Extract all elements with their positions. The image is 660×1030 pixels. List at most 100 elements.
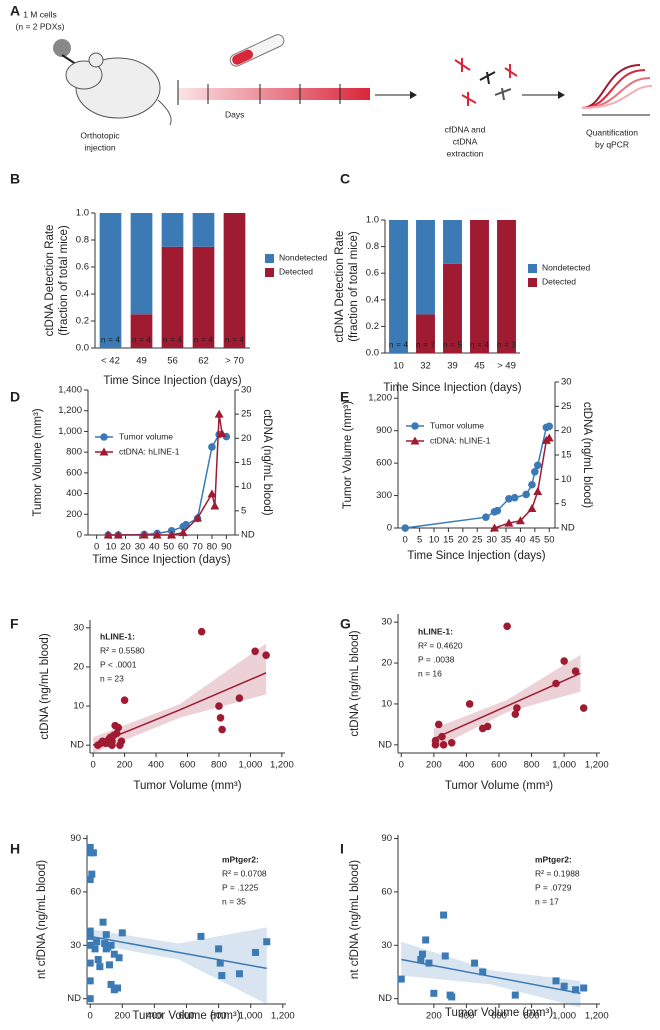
y-tick-label: 1,400 xyxy=(58,385,82,396)
point xyxy=(528,480,536,489)
x-tick-label: 50 xyxy=(544,535,555,546)
point xyxy=(252,948,260,956)
confidence-band xyxy=(93,643,267,753)
bar-label: n = 4 xyxy=(470,339,489,349)
y2-tick-label: 5 xyxy=(561,498,566,509)
x-tick-label: 400 xyxy=(148,760,164,771)
point xyxy=(117,737,126,746)
y-axis-title: (fraction of total mice) xyxy=(348,231,360,342)
point xyxy=(113,530,123,539)
x-tick-label: 0 xyxy=(90,760,95,771)
point xyxy=(465,700,474,708)
point xyxy=(96,963,104,971)
x-axis-title: Tumor Volume (mm³) xyxy=(445,780,553,792)
point xyxy=(86,941,94,949)
x-tick-label: 10 xyxy=(106,542,117,553)
x-tick-label: 20 xyxy=(458,535,469,546)
point xyxy=(113,984,121,992)
y-tick-label: 0.6 xyxy=(76,262,89,273)
y-tick-label: 0.2 xyxy=(76,316,89,327)
fit-line xyxy=(92,672,267,746)
point xyxy=(210,501,220,510)
bar xyxy=(99,213,122,348)
cells xyxy=(53,39,71,57)
y-tick-label: 0.8 xyxy=(366,241,379,252)
y2-tick-label: 20 xyxy=(241,433,252,444)
x-tick-label: 0 xyxy=(399,760,404,771)
label: Quantification xyxy=(586,127,638,137)
x-tick-label: 200 xyxy=(426,1011,442,1022)
annotation: P < .0001 xyxy=(100,659,137,669)
y-tick-label: 0.6 xyxy=(366,268,379,279)
annotation: hLINE-1: xyxy=(418,626,453,636)
timeline xyxy=(178,88,370,100)
point xyxy=(107,941,115,949)
point xyxy=(101,940,109,948)
point xyxy=(86,995,94,1003)
point xyxy=(118,929,126,937)
x-tick-label: 60 xyxy=(178,542,189,553)
bar-label: n = 4 xyxy=(225,334,244,344)
x-tick-label: 35 xyxy=(501,535,512,546)
x-tick-label: 800 xyxy=(524,1011,540,1022)
point xyxy=(439,741,448,749)
y-tick-label: 30 xyxy=(73,622,84,633)
label: (n = 2 PDXs) xyxy=(16,21,65,31)
bar-label: n = 4 xyxy=(132,334,151,344)
point xyxy=(430,989,438,997)
point xyxy=(579,704,588,712)
y-tick-label: 90 xyxy=(70,833,81,844)
x-axis-title: Time Since Injection (days) xyxy=(383,382,521,394)
y-tick-label: 10 xyxy=(381,698,392,709)
label: ctDNA xyxy=(453,136,478,146)
point xyxy=(263,938,271,946)
label: cfDNA and xyxy=(445,124,486,134)
arrowhead xyxy=(558,91,565,99)
y-tick-label: 0.4 xyxy=(366,294,379,305)
label: extraction xyxy=(447,148,484,158)
legend-marker xyxy=(99,447,109,456)
x-tick-label: 45 xyxy=(530,535,541,546)
tube xyxy=(229,34,285,67)
panel-label: G xyxy=(340,616,351,632)
x-tick-label: 1,200 xyxy=(585,760,609,771)
point xyxy=(482,513,490,521)
y2-tick-label: 15 xyxy=(241,457,252,468)
point xyxy=(217,429,227,437)
y-tick-label: 0.4 xyxy=(76,289,89,300)
x-tick-label: 56 xyxy=(167,356,178,367)
y-tick-label: 0.2 xyxy=(366,321,379,332)
legend-label: Nondetected xyxy=(279,252,327,262)
bar-label: n = 5 xyxy=(443,339,462,349)
point xyxy=(218,972,226,980)
point xyxy=(86,927,94,935)
point xyxy=(91,945,99,953)
point xyxy=(560,982,568,990)
y-tick-label: 90 xyxy=(381,833,392,844)
x-axis-title: Time Since Injection (days) xyxy=(407,550,545,562)
panel-label: I xyxy=(340,841,344,857)
legend-swatch xyxy=(528,278,537,287)
y-axis-title: ctDNA Detection Rate xyxy=(334,231,346,343)
bar xyxy=(416,314,435,353)
y-tick-label: ND xyxy=(378,993,392,1004)
y-tick-label: ND xyxy=(70,740,84,751)
y2-tick-label: 5 xyxy=(241,505,246,516)
schematic: A 1 M cells (n = 2 PDXs) Orthotopic inje… xyxy=(10,3,653,158)
y2-tick-label: 30 xyxy=(561,377,572,388)
dna xyxy=(454,58,518,106)
label: 1 M cells xyxy=(23,9,57,19)
annotation: R² = 0.4620 xyxy=(418,640,463,650)
legend-label: Tumor volume xyxy=(430,420,484,430)
y2-tick-label: ND xyxy=(561,523,575,534)
point xyxy=(89,849,97,857)
y2-tick-label: 20 xyxy=(561,425,572,436)
point xyxy=(167,530,177,539)
y-tick-label: 60 xyxy=(70,886,81,897)
y2-tick-label: 25 xyxy=(241,409,252,420)
x-tick-label: 800 xyxy=(211,760,227,771)
x-tick-label: 600 xyxy=(491,760,507,771)
y2-tick-label: 10 xyxy=(561,474,572,485)
x-tick-label: 200 xyxy=(117,760,133,771)
x-tick-label: 45 xyxy=(474,361,485,372)
